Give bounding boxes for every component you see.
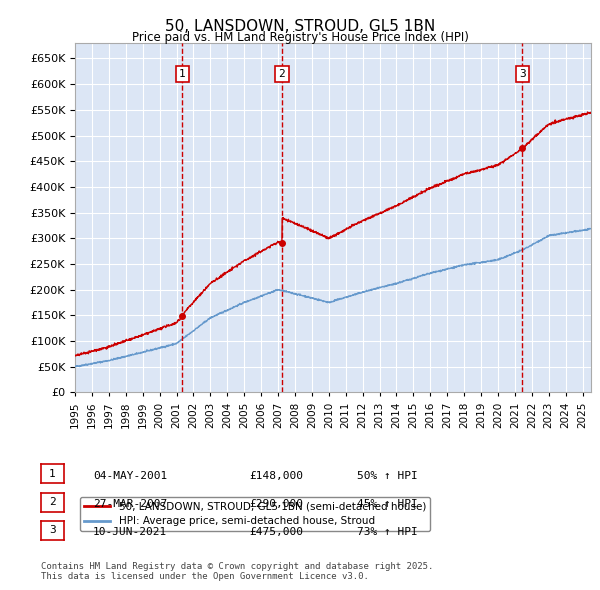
Text: Price paid vs. HM Land Registry's House Price Index (HPI): Price paid vs. HM Land Registry's House … (131, 31, 469, 44)
Text: 2: 2 (278, 69, 285, 79)
Text: £475,000: £475,000 (249, 527, 303, 537)
Text: 04-MAY-2001: 04-MAY-2001 (93, 471, 167, 480)
Text: 10-JUN-2021: 10-JUN-2021 (93, 527, 167, 537)
Text: 1: 1 (179, 69, 185, 79)
Text: 3: 3 (49, 526, 56, 535)
Text: 3: 3 (519, 69, 526, 79)
Text: 73% ↑ HPI: 73% ↑ HPI (357, 527, 418, 537)
Text: 2: 2 (49, 497, 56, 507)
Text: 1: 1 (49, 469, 56, 478)
Text: 50, LANSDOWN, STROUD, GL5 1BN: 50, LANSDOWN, STROUD, GL5 1BN (165, 19, 435, 34)
Text: £290,000: £290,000 (249, 499, 303, 509)
Text: £148,000: £148,000 (249, 471, 303, 480)
Text: 50% ↑ HPI: 50% ↑ HPI (357, 471, 418, 480)
Legend: 50, LANSDOWN, STROUD, GL5 1BN (semi-detached house), HPI: Average price, semi-de: 50, LANSDOWN, STROUD, GL5 1BN (semi-deta… (80, 497, 430, 530)
Text: 45% ↑ HPI: 45% ↑ HPI (357, 499, 418, 509)
Text: 27-MAR-2007: 27-MAR-2007 (93, 499, 167, 509)
Text: Contains HM Land Registry data © Crown copyright and database right 2025.
This d: Contains HM Land Registry data © Crown c… (41, 562, 433, 581)
